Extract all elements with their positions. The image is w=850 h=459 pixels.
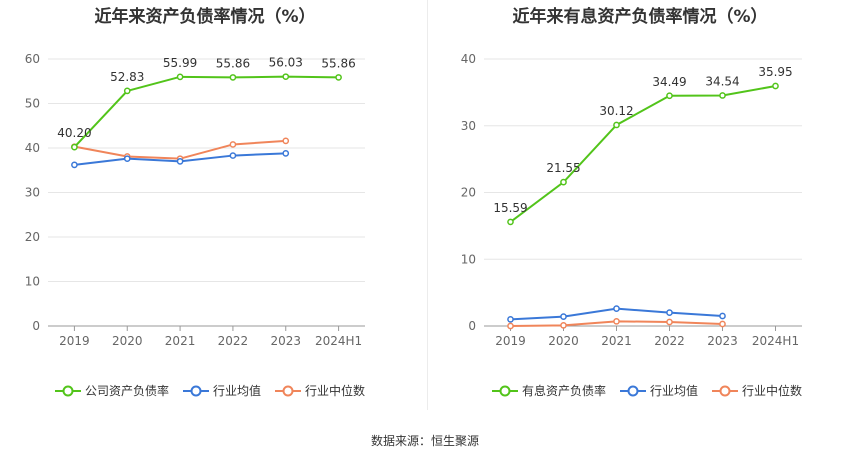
left-x-tick-label: 2023: [270, 334, 301, 348]
left-data-label: 55.86: [321, 56, 355, 70]
source-note: 数据来源：恒生聚源: [370, 434, 479, 448]
legend-swatch: [55, 385, 81, 396]
left-chart-legend: 公司资产负债率 行业均值 行业中位数: [55, 382, 379, 399]
legend-item[interactable]: 公司资产负债率: [55, 382, 169, 399]
right-data-label: 21.55: [546, 161, 580, 175]
right-series-0-point: [666, 92, 673, 100]
right-x-tick-label: 2020: [548, 334, 579, 348]
right-series-2-point: [666, 318, 673, 326]
right-series-2-point: [719, 320, 726, 328]
right-series-0-line: [509, 85, 776, 223]
right-data-label: 34.49: [652, 75, 686, 89]
right-x-tick-label: 2022: [654, 334, 685, 348]
left-y-tick-label: 60: [25, 52, 40, 66]
left-series-1-point: [229, 152, 237, 159]
right-chart-title: 近年来有息资产负债率情况（%）: [512, 7, 768, 27]
left-series-2-point: [229, 141, 237, 148]
right-series-0-point: [560, 178, 567, 186]
left-y-tick-label: 20: [25, 230, 40, 244]
right-series-2-point: [560, 321, 567, 329]
left-chart-title: 近年来资产负债率情况（%）: [94, 7, 316, 27]
legend-swatch: [712, 385, 739, 396]
right-series-1-point: [666, 309, 673, 316]
left-data-label: 40.20: [57, 126, 91, 140]
left-x-tick-label: 2019: [59, 334, 90, 348]
right-series-0-point: [507, 218, 514, 226]
right-data-label: 34.54: [705, 74, 739, 88]
left-series-1-point: [71, 161, 78, 169]
left-series-0-point: [176, 73, 184, 81]
left-series-0-point: [71, 143, 78, 151]
legend-swatch: [492, 385, 518, 396]
right-y-tick-label: 30: [461, 119, 476, 133]
right-series-1-point: [613, 305, 620, 312]
left-y-tick-label: 50: [25, 97, 40, 111]
legend-label: 有息资产负债率: [522, 384, 607, 398]
legend-swatch: [620, 385, 647, 396]
left-series-0-point: [123, 87, 131, 95]
left-series-0-line: [73, 75, 339, 148]
legend-item[interactable]: 行业中位数: [712, 382, 802, 399]
right-data-label: 30.12: [599, 104, 633, 118]
chart-divider: [427, 0, 428, 410]
left-series-2-point: [282, 137, 290, 145]
left-data-label: 55.99: [163, 56, 197, 70]
right-x-tick-label: 2019: [495, 334, 526, 348]
right-y-tick-label: 20: [461, 186, 476, 200]
right-data-label: 15.59: [493, 201, 527, 215]
legend-label: 行业均值: [650, 384, 699, 398]
legend-label: 行业均值: [213, 384, 262, 398]
left-x-tick-label: 2022: [218, 334, 249, 348]
left-y-tick-label: 40: [25, 141, 40, 155]
left-y-tick-label: 0: [32, 319, 40, 333]
right-series-1-point: [719, 312, 726, 320]
right-series-1-point: [507, 315, 514, 323]
left-x-tick-label: 2020: [112, 334, 143, 348]
right-y-tick-label: 10: [461, 252, 476, 266]
left-y-tick-label: 10: [25, 275, 40, 289]
right-x-tick-label: 2021: [601, 334, 632, 348]
left-series-1-point: [123, 155, 131, 163]
right-series-2-point: [613, 317, 620, 325]
legend-item[interactable]: 行业均值: [620, 382, 698, 399]
legend-item[interactable]: 行业均值: [183, 382, 261, 399]
right-y-tick-label: 40: [461, 52, 476, 66]
legend-swatch: [183, 385, 210, 396]
left-data-label: 55.86: [216, 56, 250, 70]
right-x-tick-label: 2024H1: [752, 334, 799, 348]
legend-item[interactable]: 有息资产负债率: [492, 382, 606, 399]
left-series-0-point: [282, 73, 290, 81]
right-series-0-point: [772, 82, 779, 90]
right-x-tick-label: 2023: [707, 334, 738, 348]
left-series-1-point: [176, 158, 184, 165]
left-data-label: 52.83: [110, 70, 144, 84]
legend-label: 行业中位数: [305, 384, 366, 398]
left-y-tick-label: 30: [25, 186, 40, 200]
right-series-0-point: [613, 121, 620, 129]
right-data-label: 35.95: [758, 65, 792, 79]
right-series-0-point: [719, 92, 726, 99]
left-x-tick-label: 2021: [165, 334, 196, 348]
right-series-2-point: [507, 322, 514, 330]
right-chart-legend: 有息资产负债率 行业均值 行业中位数: [492, 382, 816, 399]
left-series-1-point: [282, 149, 290, 157]
left-series-0-point: [229, 74, 237, 81]
legend-label: 行业中位数: [742, 384, 803, 398]
legend-label: 公司资产负债率: [85, 384, 170, 398]
right-series-1-point: [560, 313, 567, 321]
legend-item[interactable]: 行业中位数: [275, 382, 365, 399]
left-data-label: 56.03: [269, 56, 303, 70]
legend-swatch: [275, 385, 302, 396]
left-series-0-point: [335, 74, 342, 81]
right-y-tick-label: 0: [468, 319, 476, 333]
left-x-tick-label: 2024H1: [315, 334, 362, 348]
